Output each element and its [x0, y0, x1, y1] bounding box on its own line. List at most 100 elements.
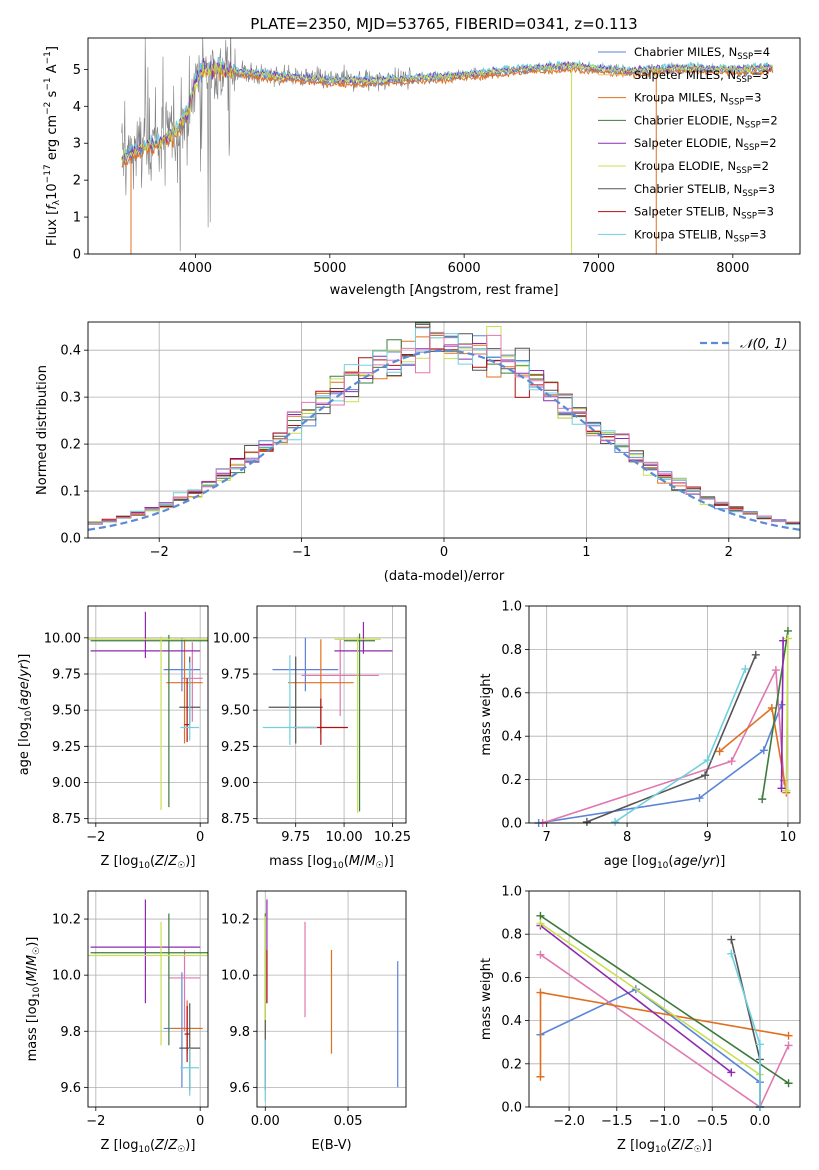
x-tick-label: −2 — [86, 830, 105, 845]
y-tick-label: 0.3 — [60, 391, 81, 406]
y-tick-label: 9.00 — [221, 776, 250, 791]
mass-weight-series — [542, 666, 785, 824]
axes-frame — [528, 890, 801, 1108]
y-tick-label: 0 — [73, 248, 81, 263]
mass-weight-series — [540, 915, 789, 1084]
y-tick-label: 0.2 — [60, 438, 81, 453]
mass-vs-extinction-panel: 0.00 0.05 9.6 9.8 10.0 10.2 E(B-V) — [221, 890, 407, 1153]
legend-label: Kroupa MILES, NSSP=3 — [634, 91, 761, 108]
x-axis-label: Z [log10(Z/Z☉)] — [101, 854, 196, 871]
residual-histogram-panel: −2 −1 0 1 2 0.0 0.1 0.2 0.3 0.4 𝒩(0, 1) (data-model… — [35, 321, 801, 584]
x-tick-label: 2 — [725, 545, 733, 560]
data-point-marker — [611, 817, 620, 826]
data-point-marker — [727, 949, 736, 958]
y-tick-label: 8.75 — [52, 812, 81, 827]
y-tick-label: 9.75 — [221, 667, 250, 682]
legend-label: Salpeter STELIB, NSSP=3 — [634, 205, 774, 222]
y-tick-label: 0.6 — [501, 686, 522, 701]
y-axis-label: Flux [fλ10−17 erg cm−2 s−1 A−1] — [43, 46, 62, 246]
y-tick-label: 0.0 — [501, 817, 522, 832]
x-tick-label: 9.75 — [281, 830, 310, 845]
legend-label: Chabrier ELODIE, NSSP=2 — [634, 113, 778, 130]
legend-label: Kroupa ELODIE, NSSP=2 — [634, 159, 769, 176]
y-tick-label: 0.4 — [60, 344, 81, 359]
data-point-marker — [784, 1041, 793, 1050]
data-point-marker — [782, 786, 791, 795]
data-point-marker — [741, 664, 750, 673]
x-tick-label: −2 — [86, 1114, 105, 1129]
x-tick-label: 4000 — [179, 261, 212, 276]
data-point-marker — [751, 650, 760, 659]
y-tick-label: 10.0 — [52, 969, 81, 984]
mass-weight-series — [540, 922, 761, 1076]
data-point-marker — [759, 746, 768, 755]
y-tick-label: 3 — [73, 137, 81, 152]
y-tick-label: 10.2 — [52, 913, 81, 928]
y-tick-label: 0.8 — [501, 643, 522, 658]
x-tick-label: 8 — [623, 830, 631, 845]
y-tick-label: 0.1 — [60, 485, 81, 500]
x-tick-label: 10.00 — [325, 830, 362, 845]
x-tick-label: −2 — [150, 545, 169, 560]
figure-title: PLATE=2350, MJD=53765, FIBERID=0341, z=0… — [250, 15, 637, 33]
data-point-marker — [727, 757, 736, 766]
data-point-marker — [536, 919, 545, 928]
axes-frame — [87, 890, 209, 1108]
y-tick-label: 0.4 — [501, 730, 522, 745]
data-point-marker — [784, 1079, 793, 1088]
legend-label: Chabrier STELIB, NSSP=3 — [634, 182, 775, 199]
data-point-marker — [695, 794, 704, 803]
mass-weight-vs-age-panel: 7 8 9 10 0.0 0.2 0.4 0.6 0.8 1.0 age [log10(age/yr… — [479, 600, 801, 871]
y-tick-label: 1.0 — [501, 885, 522, 900]
x-tick-label: 5000 — [313, 261, 346, 276]
axes-frame — [256, 890, 407, 1108]
y-tick-label: 0.0 — [60, 532, 81, 547]
x-tick-label: 7 — [543, 830, 551, 845]
mass-weight-series — [780, 640, 784, 789]
x-tick-label: 8000 — [716, 261, 749, 276]
x-tick-label: 10 — [780, 830, 797, 845]
y-tick-label: 9.00 — [52, 776, 81, 791]
y-tick-label: 10.0 — [221, 969, 250, 984]
y-axis-label: age [log10(age/yr)] — [17, 654, 34, 776]
data-point-marker — [703, 756, 712, 765]
mass-weight-series — [785, 638, 789, 791]
y-tick-label: 2 — [73, 174, 81, 189]
y-tick-label: 4 — [73, 100, 81, 115]
axes-frame — [87, 605, 209, 824]
x-tick-label: −1.0 — [649, 1114, 681, 1129]
x-tick-label: 0.05 — [334, 1114, 363, 1129]
x-axis-label: E(B-V) — [311, 1138, 351, 1153]
y-axis-label: mass weight — [479, 958, 494, 1040]
y-tick-label: 0.0 — [501, 1101, 522, 1116]
x-tick-label: 1 — [582, 545, 590, 560]
spectrum-panel: 4000 5000 6000 7000 8000 0 1 2 3 4 5 wavelength [An… — [43, 37, 801, 298]
y-axis-label: mass weight — [479, 673, 494, 755]
axes-frame — [87, 321, 801, 539]
spectrum-legend: Chabrier MILES, NSSP=4 Salpeter MILES, NS… — [598, 45, 778, 244]
data-point-marker — [536, 1072, 545, 1081]
data-point-marker — [777, 784, 786, 793]
y-tick-label: 1.0 — [501, 600, 522, 615]
data-point-marker — [783, 634, 792, 643]
y-tick-label: 9.25 — [221, 740, 250, 755]
y-tick-label: 9.8 — [229, 1025, 250, 1040]
data-point-marker — [536, 988, 545, 997]
x-tick-label: 9 — [703, 830, 711, 845]
legend-label: Chabrier MILES, NSSP=4 — [634, 45, 770, 62]
y-axis-label: mass [log10(M/M☉)] — [25, 937, 42, 1062]
y-tick-label: 0.2 — [501, 1057, 522, 1072]
mass-weight-series — [540, 924, 732, 1074]
x-tick-label: 0 — [440, 545, 448, 560]
y-tick-label: 10.2 — [221, 913, 250, 928]
x-tick-label: −1 — [292, 545, 311, 560]
x-axis-label: mass [log10(M/M☉)] — [269, 854, 394, 871]
x-tick-label: 0 — [196, 1114, 204, 1129]
data-point-marker — [727, 935, 736, 944]
x-axis-label: (data-model)/error — [384, 569, 505, 584]
axes-frame — [256, 605, 407, 824]
mass-weight-vs-metallicity-panel: −2.0 −1.5 −1.0 −0.5 0.0 0.0 0.2 0.4 0.6 0.8 1.0 Z [… — [479, 885, 801, 1155]
x-axis-label: Z [log10(Z/Z☉)] — [101, 1138, 196, 1155]
y-tick-label: 0.2 — [501, 773, 522, 788]
age-vs-mass-panel: 9.75 10.00 10.25 8.75 9.00 9.25 9.50 9.75 10.00 m… — [213, 605, 411, 871]
